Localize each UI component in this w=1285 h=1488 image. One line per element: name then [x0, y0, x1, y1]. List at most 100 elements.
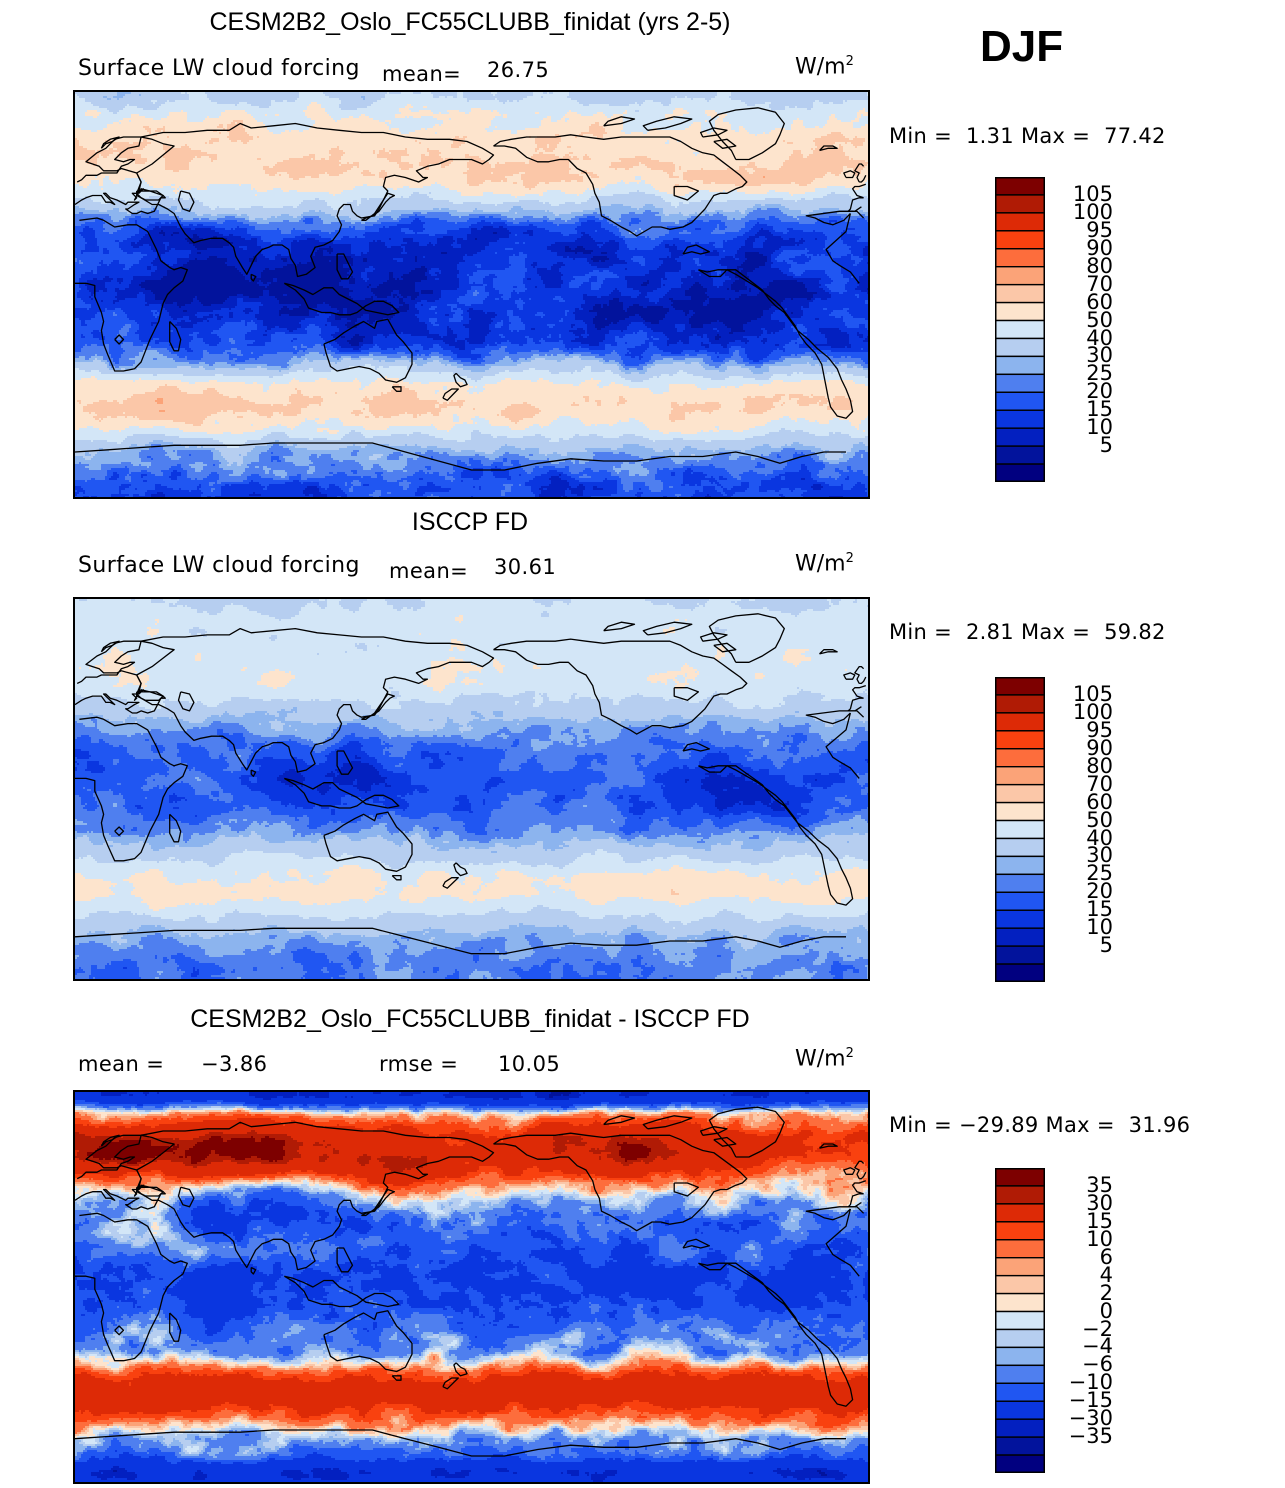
colorbar-model-labels: 105 100 95 90 80 70 60 50 40 30 25 20 15 10 5 — [1051, 177, 1113, 482]
colorbar-swatch — [995, 964, 1045, 982]
colorbar-swatch — [995, 1168, 1045, 1186]
panel-obs-minmax: Min = 2.81 Max = 59.82 — [889, 620, 1166, 644]
panel-model-variable-label: Surface LW cloud forcing — [78, 56, 360, 81]
min-label: Min = — [889, 620, 952, 644]
colorbar-swatch — [995, 946, 1045, 964]
panel-difference-minmax: Min = −29.89 Max = 31.96 — [889, 1113, 1190, 1137]
panel-obs-case-title: ISCCP FD — [0, 508, 1113, 537]
panel-difference-units: W/m2 — [795, 1046, 854, 1071]
colorbar-difference-labels: 35 30 15 10 6 4 2 0 −2 −4 −6 −10 −15 −30 −35 — [1051, 1168, 1113, 1473]
colorbar-swatch — [995, 838, 1045, 856]
max-label: Max = — [1021, 124, 1090, 148]
colorbar-swatch — [995, 695, 1045, 713]
units-exponent: 2 — [846, 1046, 854, 1061]
colorbar-swatch — [995, 731, 1045, 749]
colorbar-swatch — [995, 767, 1045, 785]
panel-model-case-title: CESM2B2_Oslo_FC55CLUBB_finidat (yrs 2-5) — [0, 8, 1113, 37]
season-label: DJF — [980, 22, 1063, 72]
colorbar-swatch — [995, 856, 1045, 874]
colorbar-swatch — [995, 321, 1045, 339]
min-label: Min = — [889, 1113, 952, 1137]
colorbar-swatch — [995, 1419, 1045, 1437]
colorbar-swatch — [995, 1294, 1045, 1312]
panel-difference-mean-value: −3.86 — [201, 1052, 267, 1076]
colorbar-swatch — [995, 1437, 1045, 1455]
colorbar-swatch — [995, 1258, 1045, 1276]
map-obs — [73, 597, 870, 981]
units-text: W/m — [795, 551, 846, 576]
max-label: Max = — [1046, 1113, 1115, 1137]
colorbar-swatch — [995, 1455, 1045, 1473]
map-difference — [73, 1090, 870, 1484]
colorbar-swatch — [995, 249, 1045, 267]
colorbar-swatch — [995, 285, 1045, 303]
units-text: W/m — [795, 1046, 846, 1071]
panel-difference-rmse-label: rmse = — [379, 1052, 458, 1076]
colorbar-tick-label: −35 — [1069, 1426, 1113, 1447]
colorbar-swatch — [995, 1186, 1045, 1204]
colorbar-swatch — [995, 428, 1045, 446]
colorbar-swatch — [995, 1329, 1045, 1347]
colorbar-swatch — [995, 231, 1045, 249]
colorbar-swatch — [995, 821, 1045, 839]
colorbar-tick-label: 5 — [1100, 435, 1113, 456]
colorbar-swatch — [995, 177, 1045, 195]
max-value: 59.82 — [1104, 620, 1166, 644]
colorbar-swatch — [995, 374, 1045, 392]
colorbar-swatch — [995, 785, 1045, 803]
colorbar-swatch — [995, 1276, 1045, 1294]
colorbar-swatch — [995, 1347, 1045, 1365]
colorbar-tick-label: 5 — [1100, 935, 1113, 956]
panel-difference-rmse-value: 10.05 — [498, 1052, 560, 1076]
colorbar-swatch — [995, 928, 1045, 946]
colorbar-swatch — [995, 195, 1045, 213]
colorbar-obs-labels: 105 100 95 90 80 70 60 50 40 30 25 20 15 10 5 — [1051, 677, 1113, 982]
colorbar-swatch — [995, 303, 1045, 321]
colorbar-swatch — [995, 410, 1045, 428]
panel-obs-mean-label: mean= — [389, 559, 468, 583]
max-value: 31.96 — [1129, 1113, 1191, 1137]
colorbar-swatch — [995, 446, 1045, 464]
panel-difference-case-title: CESM2B2_Oslo_FC55CLUBB_finidat - ISCCP F… — [0, 1005, 1113, 1034]
colorbar-swatch — [995, 910, 1045, 928]
colorbar-swatch — [995, 338, 1045, 356]
min-value: 1.31 — [966, 124, 1014, 148]
units-text: W/m — [795, 54, 846, 79]
map-model — [73, 90, 870, 499]
colorbar-swatch — [995, 1240, 1045, 1258]
colorbar-swatch — [995, 874, 1045, 892]
colorbar-swatch — [995, 1401, 1045, 1419]
colorbar-swatch — [995, 713, 1045, 731]
colorbar-swatch — [995, 267, 1045, 285]
min-label: Min = — [889, 124, 952, 148]
colorbar-swatch — [995, 1312, 1045, 1330]
panel-difference-mean-label: mean = — [78, 1052, 164, 1076]
colorbar-model — [995, 177, 1045, 482]
colorbar-swatch — [995, 464, 1045, 482]
max-value: 77.42 — [1104, 124, 1166, 148]
colorbar-swatch — [995, 892, 1045, 910]
min-value: −29.89 — [959, 1113, 1039, 1137]
panel-model-minmax: Min = 1.31 Max = 77.42 — [889, 124, 1166, 148]
min-value: 2.81 — [966, 620, 1014, 644]
panel-model-mean-label: mean= — [382, 62, 461, 86]
units-exponent: 2 — [846, 54, 854, 69]
colorbar-swatch — [995, 749, 1045, 767]
colorbar-swatch — [995, 213, 1045, 231]
panel-obs-mean-value: 30.61 — [494, 555, 556, 579]
colorbar-swatch — [995, 392, 1045, 410]
colorbar-swatch — [995, 803, 1045, 821]
colorbar-swatch — [995, 356, 1045, 374]
max-label: Max = — [1021, 620, 1090, 644]
panel-model-units: W/m2 — [795, 54, 854, 79]
colorbar-swatch — [995, 1204, 1045, 1222]
colorbar-swatch — [995, 677, 1045, 695]
panel-obs-variable-label: Surface LW cloud forcing — [78, 553, 360, 578]
colorbar-obs — [995, 677, 1045, 982]
panel-model-mean-value: 26.75 — [487, 58, 549, 82]
colorbar-difference — [995, 1168, 1045, 1473]
colorbar-swatch — [995, 1365, 1045, 1383]
units-exponent: 2 — [846, 551, 854, 566]
panel-obs-units: W/m2 — [795, 551, 854, 576]
colorbar-swatch — [995, 1383, 1045, 1401]
